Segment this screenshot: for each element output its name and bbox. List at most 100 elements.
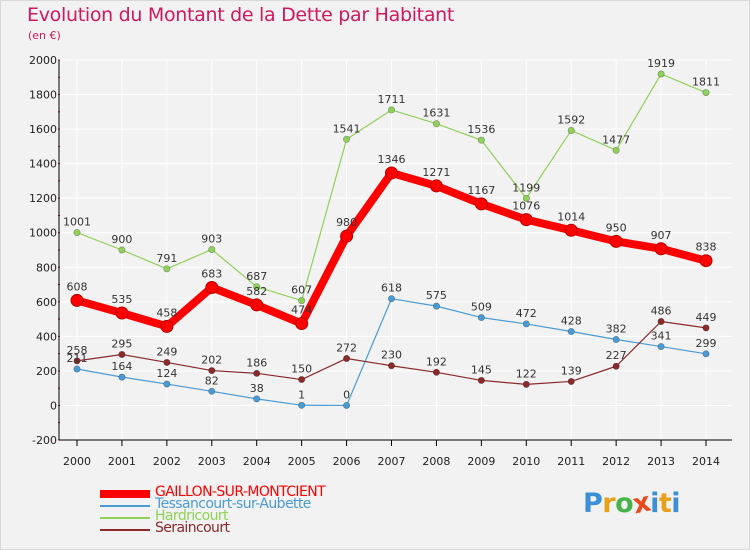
- data-point: [612, 335, 620, 343]
- data-label: 486: [651, 305, 672, 318]
- data-label: 82: [205, 374, 219, 387]
- data-point: [118, 246, 126, 254]
- data-point: [474, 197, 488, 211]
- data-point: [343, 401, 351, 409]
- data-label: 145: [471, 363, 492, 376]
- data-label: 907: [651, 229, 672, 242]
- data-label: 474: [291, 304, 312, 317]
- data-label: 1001: [63, 216, 91, 229]
- data-label: 509: [471, 301, 492, 314]
- data-point: [657, 70, 665, 78]
- x-tick-label: 2014: [692, 455, 720, 468]
- data-point: [519, 213, 533, 227]
- y-tick-label: 1800: [29, 89, 57, 102]
- data-point: [73, 229, 81, 237]
- data-label: 582: [246, 285, 267, 298]
- legend-label: Seraincourt: [155, 520, 230, 536]
- legend-label: GAILLON-SUR-MONTCIENT: [155, 484, 326, 500]
- data-point: [298, 297, 306, 305]
- data-point: [118, 350, 126, 358]
- data-point: [477, 136, 485, 144]
- data-label: 1711: [378, 93, 406, 106]
- data-point: [70, 293, 84, 307]
- data-label: 230: [381, 349, 402, 362]
- data-label: 38: [250, 382, 264, 395]
- data-label: 1014: [557, 210, 585, 223]
- data-point: [343, 354, 351, 362]
- data-label: 608: [67, 280, 88, 293]
- data-label: 1541: [333, 122, 361, 135]
- x-tick-label: 2010: [512, 455, 540, 468]
- data-label: 211: [67, 352, 88, 365]
- data-point: [477, 314, 485, 322]
- data-point: [73, 357, 81, 365]
- data-point: [385, 166, 398, 180]
- logo-letter: t: [658, 488, 672, 519]
- data-point: [429, 179, 443, 193]
- data-point: [208, 245, 216, 253]
- data-label: 791: [156, 252, 177, 265]
- data-label: 272: [336, 341, 357, 354]
- data-label: 186: [246, 356, 267, 369]
- data-point: [387, 362, 395, 370]
- logo-letter: i: [650, 488, 659, 519]
- data-point: [432, 368, 440, 376]
- data-point: [163, 380, 171, 388]
- y-tick-label: 200: [36, 365, 57, 378]
- data-label: 428: [561, 315, 582, 328]
- data-label: 122: [516, 367, 537, 380]
- legend-swatch: [100, 490, 150, 498]
- data-point: [522, 380, 530, 388]
- data-label: 683: [201, 267, 222, 280]
- data-label: 1271: [422, 166, 450, 179]
- data-label: 1: [298, 388, 305, 401]
- data-label: 382: [606, 322, 627, 335]
- legend-label: Hardricourt: [155, 508, 229, 524]
- y-tick-label: 1600: [29, 123, 57, 136]
- data-label: 903: [201, 232, 222, 245]
- data-point: [253, 283, 261, 291]
- data-point: [253, 369, 261, 377]
- data-label: 227: [606, 349, 627, 362]
- data-point: [73, 365, 81, 373]
- data-point: [432, 302, 440, 310]
- legend-swatch: [100, 505, 150, 507]
- data-point: [205, 280, 219, 294]
- data-label: 1199: [512, 181, 540, 194]
- data-point: [115, 306, 129, 320]
- logo-letter: i: [671, 488, 681, 519]
- data-label: 124: [156, 367, 177, 380]
- data-point: [612, 362, 620, 370]
- y-tick-label: 0: [50, 399, 57, 412]
- data-point: [387, 106, 395, 114]
- y-tick-label: 800: [36, 261, 57, 274]
- data-label: 1811: [692, 76, 720, 89]
- x-tick-label: 2005: [288, 455, 316, 468]
- legend-label: Tessancourt-sur-Aubette: [155, 496, 311, 512]
- data-point: [298, 376, 306, 384]
- data-label: 341: [651, 330, 672, 343]
- data-point: [702, 89, 710, 97]
- data-point: [699, 254, 713, 268]
- data-label: 687: [246, 270, 267, 283]
- data-point: [118, 373, 126, 381]
- x-tick-label: 2009: [467, 455, 495, 468]
- data-label: 980: [336, 216, 357, 229]
- data-label: 139: [561, 364, 582, 377]
- data-point: [160, 319, 174, 333]
- data-label: 607: [291, 284, 312, 297]
- data-label: 1167: [467, 184, 495, 197]
- legend-swatch: [100, 517, 150, 519]
- logo-letter: P: [583, 488, 603, 519]
- logo-letter: o: [615, 488, 634, 519]
- x-tick-label: 2004: [243, 455, 271, 468]
- data-point: [522, 320, 530, 328]
- y-tick-label: 600: [36, 296, 57, 309]
- data-label: 1536: [467, 123, 495, 136]
- data-label: 299: [696, 337, 717, 350]
- data-label: 618: [381, 282, 402, 295]
- data-label: 900: [111, 233, 132, 246]
- data-point: [657, 318, 665, 326]
- data-point: [343, 135, 351, 143]
